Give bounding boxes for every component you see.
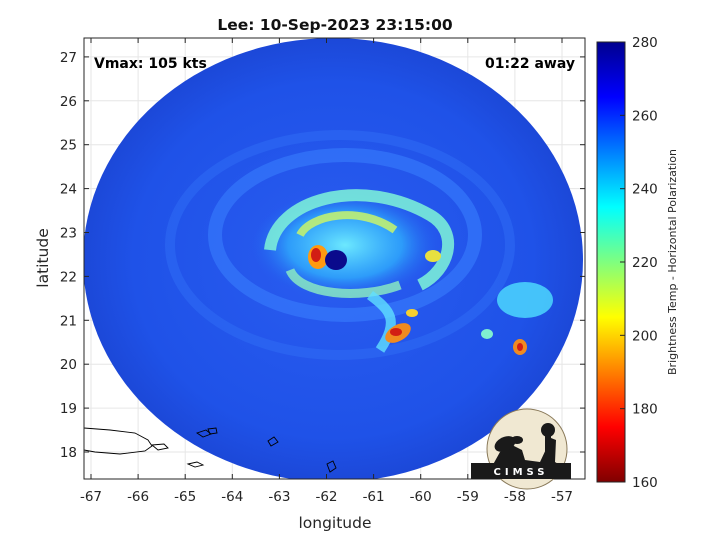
spiral-band-1: [264, 189, 454, 291]
axes-frame: [83, 37, 586, 480]
x-tick-label: -67: [80, 489, 102, 505]
spiral-band-2: [285, 267, 402, 298]
y-tick-label: 26: [60, 94, 77, 110]
colorbar-tick-label: 160: [632, 475, 658, 491]
outer-rainband-2: [165, 130, 515, 360]
colorbar-tick-label: 240: [632, 182, 658, 198]
cell-east: [425, 250, 441, 262]
logo-text: CIMSS: [494, 467, 549, 478]
y-tick-label: 23: [60, 226, 77, 242]
x-tick-label: -58: [504, 489, 526, 505]
x-tick-label: -60: [410, 489, 432, 505]
x-tick-label: -65: [174, 489, 196, 505]
time-away-label: 01:22 away: [485, 56, 575, 72]
colorbar-tick-label: 200: [632, 328, 658, 344]
y-tick-label: 27: [60, 50, 77, 66]
eyewall-band: [296, 211, 398, 238]
x-axis-ticks: -67 -66 -65 -64 -63 -62 -61 -60 -59 -58 -57: [80, 38, 573, 505]
coastlines: [83, 427, 337, 473]
y-tick-label: 22: [60, 269, 77, 285]
inner-core-glow: [250, 190, 440, 300]
y-tick-label: 20: [60, 357, 77, 373]
colorbar-tick-label: 220: [632, 255, 658, 271]
y-tick-label: 21: [60, 313, 77, 329]
eyewall-cold-core: [311, 248, 321, 262]
cell-east-2: [481, 329, 493, 339]
colorbar-ticks: 160 180 200 220 240 260 280: [620, 35, 658, 491]
chart-title: Lee: 10-Sep-2023 23:15:00: [217, 16, 453, 34]
y-tick-label: 19: [60, 401, 77, 417]
x-tick-label: -66: [127, 489, 149, 505]
x-tick-label: -59: [457, 489, 479, 505]
vmax-label: Vmax: 105 kts: [94, 56, 207, 72]
x-tick-label: -61: [363, 489, 385, 505]
cell-southeast-core: [390, 328, 402, 336]
microwave-swath: [84, 38, 583, 479]
outer-cells: [497, 282, 553, 318]
x-tick-label: -62: [315, 489, 337, 505]
y-axis-ticks: 18 19 20 21 22 23 24 25 26 27: [60, 50, 585, 461]
y-axis-label: latitude: [34, 228, 52, 287]
x-tick-label: -64: [221, 489, 243, 505]
y-tick-label: 24: [60, 182, 77, 198]
outer-rainband: [208, 148, 482, 322]
colorbar-tick-label: 280: [632, 35, 658, 51]
cimss-logo: CIMSS: [471, 408, 571, 490]
x-tick-label: -57: [551, 489, 573, 505]
y-tick-label: 18: [60, 445, 77, 461]
eye: [325, 250, 347, 270]
x-tick-label: -63: [268, 489, 290, 505]
colorbar-label: Brightness Temp - Horizontal Polarizatio…: [666, 149, 679, 375]
colorbar-tick-label: 260: [632, 108, 658, 124]
colorbar-tick-label: 180: [632, 402, 658, 418]
cell-southeast-2: [406, 309, 418, 317]
cell-far-east-core: [517, 343, 523, 351]
south-band: [366, 291, 396, 353]
x-axis-label: longitude: [298, 514, 371, 532]
y-tick-label: 25: [60, 138, 77, 154]
